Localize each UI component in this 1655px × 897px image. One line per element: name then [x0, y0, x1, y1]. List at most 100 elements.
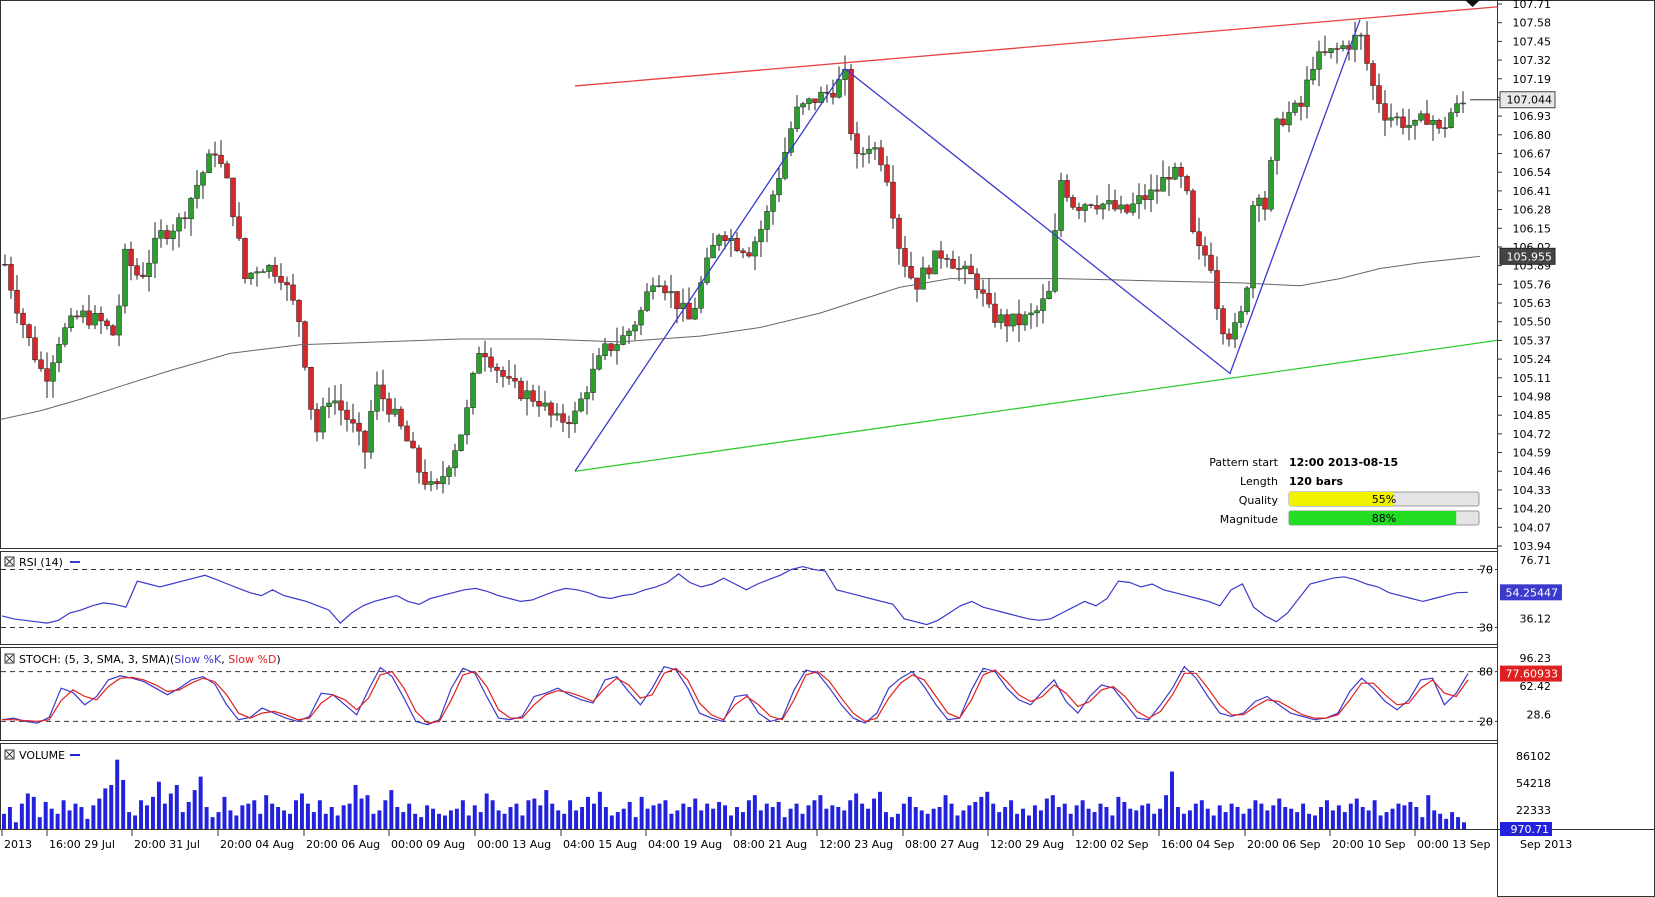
- volume-bar: [895, 813, 900, 829]
- volume-bar: [305, 803, 310, 829]
- volume-bar: [1217, 805, 1222, 829]
- volume-bar: [246, 803, 251, 829]
- candle-body: [404, 425, 410, 442]
- price-ytick-label: 106.67: [1513, 148, 1552, 161]
- volume-bar: [854, 793, 859, 829]
- volume-bar: [550, 803, 555, 829]
- stoch-panel[interactable]: [0, 647, 1498, 741]
- candle-body: [1376, 85, 1382, 104]
- price-ytick-label: 106.15: [1513, 222, 1552, 235]
- volume-bar: [1444, 818, 1449, 829]
- pattern-info-box: Pattern start 12:00 2013-08-15 Length 12…: [1209, 456, 1480, 526]
- candle-body: [284, 282, 290, 286]
- volume-bar: [1301, 803, 1306, 829]
- rsi-ytick-label: 36.12: [1520, 613, 1552, 626]
- volume-bar: [240, 805, 245, 829]
- candle-body: [1250, 205, 1256, 289]
- candle-body: [1034, 310, 1040, 314]
- price-ytick-label: 104.72: [1513, 428, 1552, 441]
- candle-body: [2, 263, 8, 266]
- volume-bar: [299, 793, 304, 829]
- volume-bar: [675, 810, 680, 829]
- candle-body: [1430, 119, 1436, 125]
- candle-body: [1286, 112, 1292, 126]
- candle-body: [98, 313, 104, 322]
- candle-body: [968, 265, 974, 275]
- x-tick-label: 12:00 23 Aug: [819, 838, 893, 851]
- candle-body: [656, 285, 662, 287]
- stoch-legend-k: (Slow %K, Slow %D): [170, 653, 281, 666]
- candle-body: [290, 284, 296, 301]
- volume-bar: [1283, 807, 1288, 829]
- x-tick-label: 08:00 21 Aug: [733, 838, 807, 851]
- volume-bar: [13, 822, 18, 829]
- volume-bar: [222, 796, 227, 829]
- x-tick-label: 16:00 29 Jul: [49, 838, 115, 851]
- stoch-title: STOCH: (5, 3, SMA, 3, SMA): [19, 653, 170, 666]
- volume-bar: [1080, 800, 1085, 829]
- volume-bar: [31, 796, 36, 829]
- candle-body: [482, 353, 488, 358]
- volume-bar: [1426, 795, 1431, 829]
- candle-body: [1148, 189, 1154, 200]
- candle-body: [62, 327, 68, 345]
- volume-bar: [973, 801, 978, 829]
- candle-body: [554, 413, 560, 416]
- volume-ytick-label: 22333: [1516, 804, 1551, 817]
- volume-bar: [419, 817, 424, 829]
- volume-bar: [91, 805, 96, 829]
- volume-bar: [943, 795, 948, 829]
- volume-bar: [580, 807, 585, 829]
- volume-bar: [192, 790, 197, 829]
- rsi-panel[interactable]: [0, 551, 1498, 645]
- scroll-marker-icon[interactable]: [1465, 0, 1480, 7]
- price-ytick-label: 105.11: [1513, 372, 1552, 385]
- volume-bar: [353, 785, 358, 829]
- volume-bar: [383, 800, 388, 829]
- candle-body: [1040, 298, 1046, 311]
- volume-bar: [931, 808, 936, 829]
- volume-bar: [723, 805, 728, 829]
- volume-bar: [645, 808, 650, 829]
- stoch-current-label: 77.60933: [1506, 668, 1559, 681]
- candle-body: [866, 148, 872, 154]
- candle-body: [26, 324, 32, 338]
- candle-body: [650, 285, 656, 292]
- candle-body: [1202, 245, 1208, 256]
- volume-bar: [711, 808, 716, 829]
- volume-bar: [526, 800, 531, 829]
- price-ytick-label: 107.32: [1513, 54, 1552, 67]
- candle-body: [974, 273, 980, 291]
- volume-bar: [431, 808, 436, 829]
- volume-bar: [878, 791, 882, 829]
- candle-body: [476, 353, 482, 374]
- candle-body: [1394, 116, 1400, 119]
- volume-bar: [1205, 808, 1210, 829]
- candle-body: [1130, 203, 1136, 213]
- candle-body: [848, 69, 854, 135]
- price-ytick-label: 104.98: [1513, 390, 1552, 403]
- candle-body: [872, 147, 878, 150]
- volume-bar: [901, 803, 906, 829]
- volume-bar: [2, 813, 6, 829]
- x-tick-label: Sep 2013: [1520, 838, 1572, 851]
- candle-body: [716, 235, 722, 246]
- volume-bar: [615, 812, 620, 829]
- candle-body: [1256, 197, 1262, 206]
- candle-body: [1004, 314, 1010, 327]
- candle-body: [266, 265, 272, 272]
- candle-body: [776, 178, 782, 196]
- candle-body: [50, 362, 56, 382]
- volume-bar: [842, 810, 847, 829]
- volume-bar: [1390, 808, 1395, 829]
- volume-bar: [782, 817, 787, 829]
- volume-bar: [1062, 803, 1067, 829]
- volume-bar: [1187, 810, 1192, 829]
- stoch-ytick-label: 96.23: [1520, 652, 1552, 665]
- candle-body: [272, 265, 278, 277]
- candle-body: [224, 163, 230, 179]
- volume-bar: [282, 810, 287, 829]
- candle-body: [1154, 189, 1160, 192]
- candle-body: [86, 310, 92, 326]
- volume-bar: [329, 807, 334, 829]
